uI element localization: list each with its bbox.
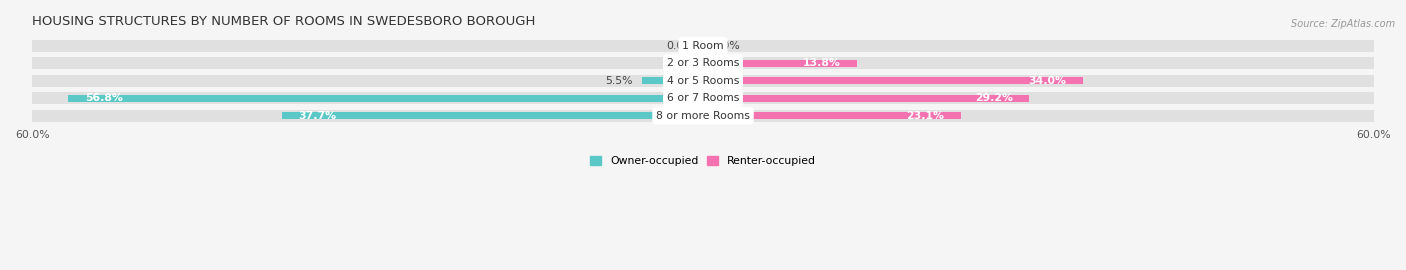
Text: 34.0%: 34.0% <box>1028 76 1066 86</box>
Text: 0.0%: 0.0% <box>711 41 740 51</box>
Text: HOUSING STRUCTURES BY NUMBER OF ROOMS IN SWEDESBORO BOROUGH: HOUSING STRUCTURES BY NUMBER OF ROOMS IN… <box>32 15 536 28</box>
Text: 6 or 7 Rooms: 6 or 7 Rooms <box>666 93 740 103</box>
Text: 2 or 3 Rooms: 2 or 3 Rooms <box>666 58 740 68</box>
Text: 4 or 5 Rooms: 4 or 5 Rooms <box>666 76 740 86</box>
Bar <box>32 75 1374 87</box>
Bar <box>703 77 1083 85</box>
Bar <box>703 112 962 119</box>
Bar <box>703 60 858 67</box>
Bar <box>641 77 703 85</box>
Text: 37.7%: 37.7% <box>298 111 336 121</box>
Bar <box>281 112 703 119</box>
Legend: Owner-occupied, Renter-occupied: Owner-occupied, Renter-occupied <box>591 156 815 166</box>
Text: 0.0%: 0.0% <box>666 41 695 51</box>
Bar <box>32 110 1374 122</box>
Bar <box>32 57 1374 69</box>
Text: 8 or more Rooms: 8 or more Rooms <box>657 111 749 121</box>
Bar <box>703 94 1029 102</box>
Text: 1 Room: 1 Room <box>682 41 724 51</box>
Text: 0.0%: 0.0% <box>666 58 695 68</box>
Text: 23.1%: 23.1% <box>907 111 945 121</box>
Text: 56.8%: 56.8% <box>84 93 122 103</box>
Bar <box>32 92 1374 104</box>
Text: 29.2%: 29.2% <box>974 93 1012 103</box>
Bar <box>32 40 1374 52</box>
Text: 5.5%: 5.5% <box>605 76 633 86</box>
Text: Source: ZipAtlas.com: Source: ZipAtlas.com <box>1291 19 1395 29</box>
Text: 13.8%: 13.8% <box>803 58 841 68</box>
Bar <box>67 94 703 102</box>
